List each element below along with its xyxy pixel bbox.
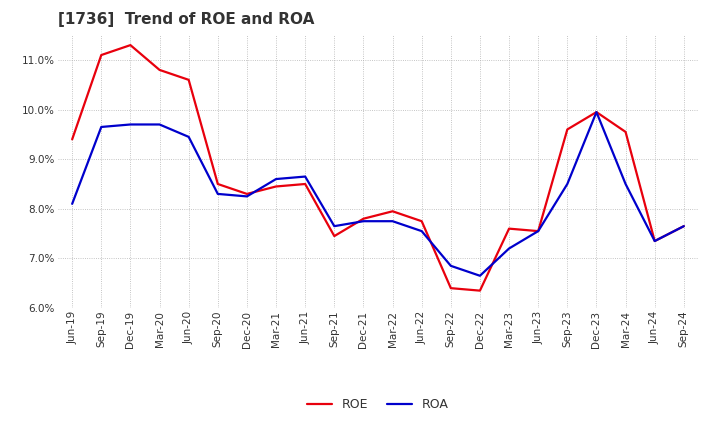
- ROE: [330, 234, 338, 239]
- ROA: [476, 273, 485, 279]
- ROA: [563, 181, 572, 187]
- ROA: [418, 228, 426, 234]
- ROA: [97, 125, 106, 130]
- ROA: [301, 174, 310, 179]
- ROA: [271, 176, 280, 182]
- ROA: [68, 201, 76, 206]
- ROE: [97, 52, 106, 58]
- ROE: [359, 216, 368, 221]
- ROE: [243, 191, 251, 197]
- Text: [1736]  Trend of ROE and ROA: [1736] Trend of ROE and ROA: [58, 12, 314, 27]
- ROE: [301, 181, 310, 187]
- ROE: [213, 181, 222, 187]
- ROE: [476, 288, 485, 293]
- ROE: [680, 224, 688, 229]
- ROA: [680, 224, 688, 229]
- Legend: ROE, ROA: ROE, ROA: [302, 393, 454, 416]
- ROE: [388, 209, 397, 214]
- ROA: [621, 181, 630, 187]
- ROA: [213, 191, 222, 197]
- ROA: [243, 194, 251, 199]
- ROE: [184, 77, 193, 82]
- ROE: [650, 238, 659, 244]
- ROE: [621, 129, 630, 135]
- ROE: [156, 67, 164, 73]
- ROE: [126, 43, 135, 48]
- ROE: [592, 110, 600, 115]
- ROA: [184, 134, 193, 139]
- Line: ROE: ROE: [72, 45, 684, 291]
- ROE: [68, 137, 76, 142]
- ROE: [505, 226, 513, 231]
- ROA: [534, 228, 543, 234]
- ROA: [446, 263, 455, 268]
- ROA: [359, 219, 368, 224]
- Line: ROA: ROA: [72, 112, 684, 276]
- ROA: [388, 219, 397, 224]
- ROE: [446, 286, 455, 291]
- ROA: [505, 246, 513, 251]
- ROE: [563, 127, 572, 132]
- ROE: [271, 184, 280, 189]
- ROE: [534, 228, 543, 234]
- ROA: [156, 122, 164, 127]
- ROA: [126, 122, 135, 127]
- ROA: [330, 224, 338, 229]
- ROE: [418, 219, 426, 224]
- ROA: [650, 238, 659, 244]
- ROA: [592, 110, 600, 115]
